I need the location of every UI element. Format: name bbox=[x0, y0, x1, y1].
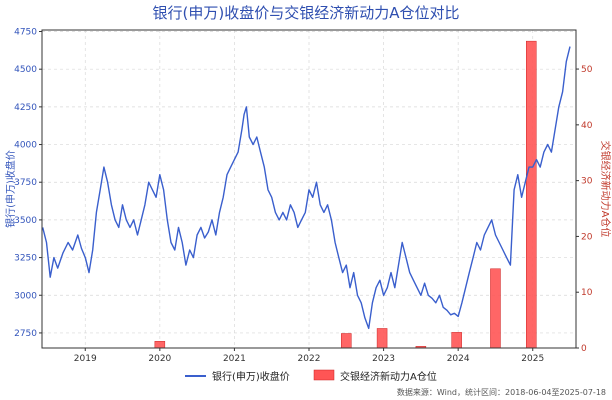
bar-series bbox=[154, 40, 537, 349]
x-tick-label: 2022 bbox=[298, 354, 321, 364]
bar-6 bbox=[526, 40, 537, 349]
bar-5 bbox=[490, 268, 501, 349]
left-tick-label: 2750 bbox=[14, 329, 37, 339]
x-tick-label: 2019 bbox=[74, 354, 97, 364]
right-tick-label: 20 bbox=[581, 232, 593, 242]
source-note: 数据来源：Wind，统计区间：2018-06-04至2025-07-18 bbox=[397, 387, 606, 397]
x-tick-label: 2024 bbox=[447, 354, 470, 364]
grid-lines bbox=[42, 30, 576, 348]
right-tick-label: 10 bbox=[581, 288, 593, 298]
right-tick-label: 30 bbox=[581, 177, 593, 187]
legend: 银行(申万)收盘价 交银经济新动力A仓位 bbox=[185, 369, 437, 383]
right-tick-label: 0 bbox=[581, 344, 587, 354]
left-tick-label: 4750 bbox=[14, 28, 37, 38]
bar-2 bbox=[376, 328, 388, 349]
chart-title: 银行(申万)收盘价与交银经济新动力A仓位对比 bbox=[153, 4, 460, 22]
left-tick-label: 4500 bbox=[14, 65, 37, 75]
right-axis-ticks: 0 10 20 30 40 50 bbox=[576, 65, 593, 354]
left-tick-label: 4250 bbox=[14, 103, 37, 113]
x-tick-label: 2025 bbox=[521, 354, 544, 364]
left-tick-label: 3750 bbox=[14, 178, 37, 188]
bar-1 bbox=[341, 333, 352, 349]
x-tick-label: 2023 bbox=[372, 354, 395, 364]
legend-line-label: 银行(申万)收盘价 bbox=[212, 370, 290, 383]
bar-4 bbox=[451, 332, 462, 349]
x-tick-label: 2020 bbox=[148, 354, 171, 364]
x-tick-label: 2021 bbox=[223, 354, 246, 364]
left-tick-label: 3000 bbox=[14, 291, 37, 301]
left-tick-label: 3500 bbox=[14, 216, 37, 226]
line-path bbox=[42, 46, 571, 330]
left-axis-label: 银行(申万)收盘价 bbox=[4, 150, 17, 228]
left-tick-label: 4000 bbox=[14, 141, 37, 151]
left-tick-label: 3250 bbox=[14, 254, 37, 264]
legend-bar-label: 交银经济新动力A仓位 bbox=[340, 370, 437, 383]
right-tick-label: 50 bbox=[581, 65, 593, 75]
right-axis-label: 交银经济新动力A仓位 bbox=[599, 141, 612, 238]
bar-0 bbox=[154, 341, 166, 349]
right-tick-label: 40 bbox=[581, 121, 593, 131]
legend-bar-swatch bbox=[313, 369, 335, 381]
line-series bbox=[42, 46, 571, 330]
left-axis-ticks: 2750 3000 3250 3500 3750 4000 4250 4500 4750 bbox=[14, 28, 42, 339]
x-axis-ticks: 2019 2020 2021 2022 2023 2024 2025 bbox=[74, 348, 544, 364]
